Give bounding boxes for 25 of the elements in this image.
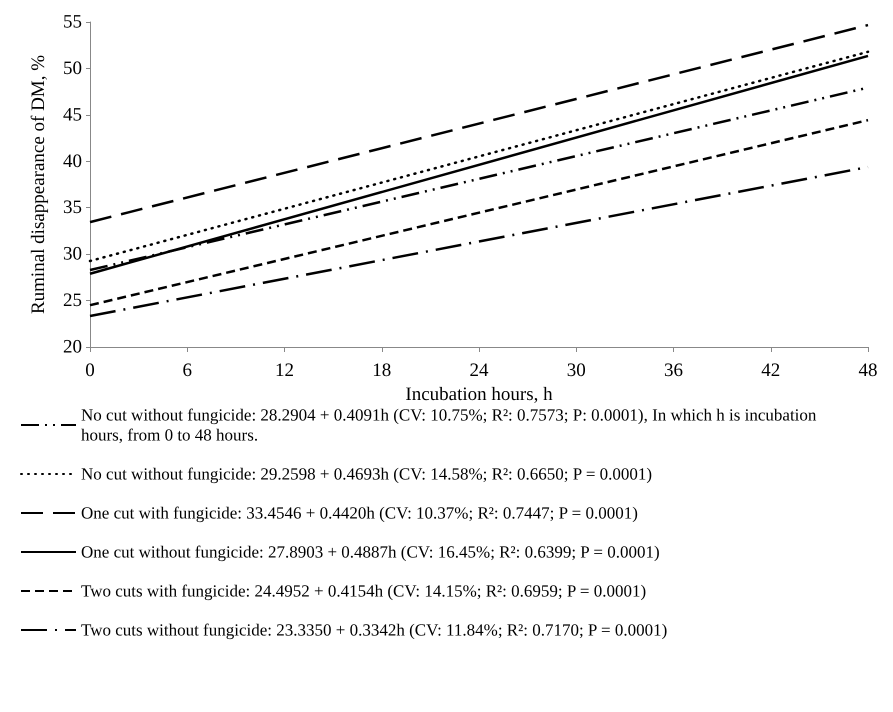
x-tick-label: 0 bbox=[85, 360, 95, 381]
x-tick-label: 6 bbox=[182, 360, 192, 381]
y-tick-label: 20 bbox=[63, 336, 82, 358]
y-tick-label: 55 bbox=[63, 12, 82, 32]
y-tick-label: 35 bbox=[63, 197, 82, 218]
x-tick-label: 48 bbox=[858, 360, 878, 381]
legend-label: No cut without fungicide: 28.2904 + 0.4091h (CV: 10.75%; R²: 0.7573; P: 0.0001), In which h is incubation hours, from 0 to 48 hours. bbox=[81, 406, 821, 444]
y-axis-title: Ruminal disappearance of DM, % bbox=[28, 54, 49, 314]
x-tick-label: 30 bbox=[566, 360, 586, 381]
legend-label: One cut with fungicide: 33.4546 + 0.4420h (CV: 10.37%; R²: 0.7447; P = 0.0001) bbox=[81, 504, 638, 522]
x-axis-title: Incubation hours, h bbox=[405, 384, 554, 405]
y-tick-label: 45 bbox=[63, 104, 82, 126]
y-tick-label: 30 bbox=[63, 244, 82, 265]
legend-label: No cut without fungicide: 29.2598 + 0.4693h (CV: 14.58%; R²: 0.6650; P = 0.0001) bbox=[81, 464, 652, 484]
x-tick-label: 42 bbox=[761, 360, 780, 381]
x-tick-label: 36 bbox=[664, 360, 683, 381]
x-tick-label: 24 bbox=[470, 360, 489, 381]
x-tick-label: 18 bbox=[372, 360, 392, 381]
y-tick-label: 40 bbox=[63, 150, 82, 172]
legend-label: Two cuts without fungicide: 23.3350 + 0.3342h (CV: 11.84%; R²: 0.7170; P = 0.0001) bbox=[81, 620, 668, 640]
legend-label: Two cuts with fungicide: 24.4952 + 0.4154h (CV: 14.15%; R²: 0.6959; P = 0.0001) bbox=[81, 582, 646, 600]
y-tick-label: 50 bbox=[63, 58, 82, 79]
y-tick-label: 25 bbox=[63, 290, 82, 312]
x-tick-label: 12 bbox=[275, 360, 294, 381]
legend-label: One cut without fungicide: 27.8903 + 0.4887h (CV: 16.45%; R²: 0.6399; P = 0.0001) bbox=[81, 542, 660, 562]
